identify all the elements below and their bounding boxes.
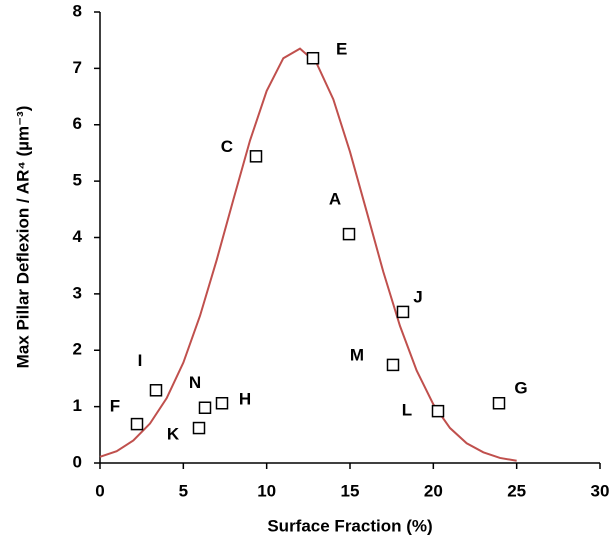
- x-tick-label: 10: [257, 481, 276, 500]
- data-point: [130, 417, 144, 431]
- point-label: I: [138, 351, 143, 370]
- x-tick-label: 30: [591, 481, 610, 500]
- y-tick-label: 2: [73, 340, 82, 359]
- data-point: [198, 401, 212, 415]
- data-point: [192, 421, 206, 435]
- x-tick-label: 0: [95, 481, 104, 500]
- point-label: E: [336, 40, 347, 59]
- point-label: F: [110, 397, 120, 416]
- x-tick-label: 15: [341, 481, 360, 500]
- x-tick-label: 5: [179, 481, 188, 500]
- point-label: K: [167, 425, 180, 444]
- point-label: M: [350, 345, 364, 364]
- data-point: [396, 305, 410, 319]
- y-axis-title: Max Pillar Deflexion / AR⁴ (µm⁻³): [13, 106, 32, 369]
- x-axis-title: Surface Fraction (%): [267, 516, 432, 535]
- point-label: A: [329, 190, 341, 209]
- y-tick-label: 0: [73, 452, 82, 471]
- point-label: G: [514, 379, 527, 398]
- y-tick-label: 7: [73, 58, 82, 77]
- data-point: [306, 51, 320, 65]
- fit-curve: [99, 47, 517, 462]
- point-label: N: [189, 373, 201, 392]
- x-tick-label: 20: [424, 481, 443, 500]
- y-tick-label: 6: [73, 114, 82, 133]
- point-label: C: [221, 137, 233, 156]
- point-label: L: [402, 401, 412, 420]
- y-tick-label: 1: [73, 396, 82, 415]
- y-tick-label: 4: [73, 227, 83, 246]
- y-tick-label: 3: [73, 283, 82, 302]
- data-point: [249, 150, 263, 163]
- data-point: [215, 396, 229, 410]
- data-point: [492, 396, 506, 410]
- y-tick-label: 5: [73, 171, 82, 190]
- data-point: [149, 384, 163, 397]
- data-point: [431, 404, 445, 418]
- x-tick-label: 25: [507, 481, 526, 500]
- point-label: H: [239, 390, 251, 409]
- data-point: [386, 358, 400, 372]
- point-label: J: [413, 287, 422, 306]
- data-point: [342, 227, 356, 241]
- y-tick-label: 8: [73, 1, 82, 20]
